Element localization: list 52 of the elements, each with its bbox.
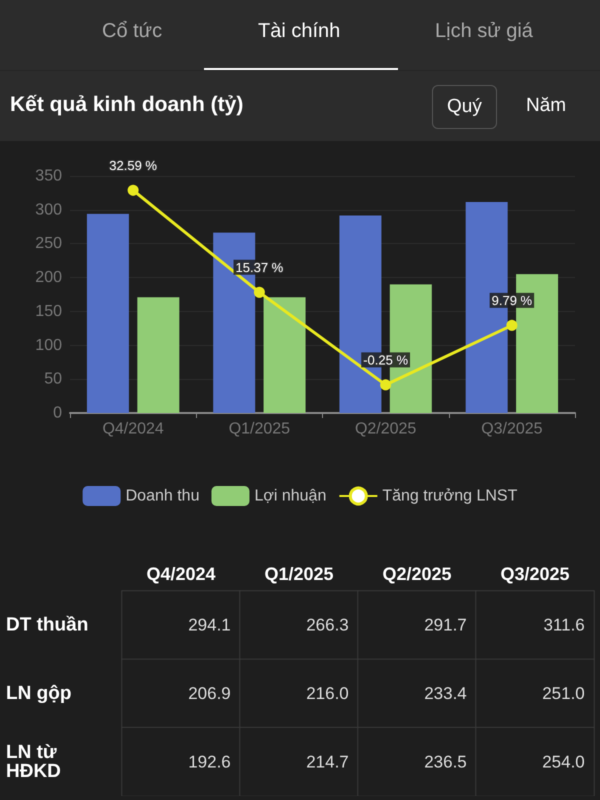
data-label: 214.7 [306, 752, 349, 772]
data-label: 216.0 [306, 684, 349, 703]
text: Lịch sử giá [435, 20, 533, 43]
data-label: 32.59 % [109, 158, 158, 173]
x-tick-label: Q1/2025 [264, 564, 334, 584]
data-label: 254.0 [542, 752, 585, 772]
y-tick-label: 50 [44, 370, 62, 388]
bar [137, 297, 180, 413]
data-label: 266.3 [306, 616, 349, 635]
x-tick-label: Q4/2024 [146, 564, 216, 584]
data-label: 291.7 [424, 616, 467, 635]
data-label: 192.6 [188, 752, 231, 772]
y-tick-label: 300 [35, 201, 62, 218]
y-tick-label: 250 [35, 235, 62, 252]
y-tick-label: 200 [35, 269, 62, 286]
y-tick-label: 150 [35, 302, 62, 320]
y-tick-label: 100 [35, 336, 62, 354]
x-tick-label: Q1/2025 [228, 420, 290, 438]
legend-label: Lợi nhuận [254, 488, 326, 504]
bar [264, 297, 306, 413]
text: Tài chính [258, 20, 340, 43]
data-label: 251.0 [542, 684, 585, 703]
y-tick-label: LN từ HĐKD [6, 742, 62, 782]
text: Năm [525, 94, 568, 118]
bar [86, 214, 129, 413]
y-tick-label: LN gộp [6, 683, 72, 704]
x-tick-label: Q2/2025 [382, 564, 452, 584]
data-label: 206.9 [188, 684, 231, 703]
x-tick-label: Q4/2024 [102, 420, 164, 438]
y-tick-label: DT thuần [6, 614, 88, 636]
x-tick-label: Q3/2025 [500, 564, 570, 584]
data-label: 15.37 % [236, 260, 284, 275]
data-label: 9.79 % [492, 292, 533, 308]
point [254, 286, 265, 298]
x-tick-label: Q2/2025 [354, 420, 416, 438]
data-label: 236.5 [424, 752, 467, 772]
legend-label: Doanh thu [126, 488, 200, 504]
y-tick-label: 350 [35, 168, 62, 184]
data-label: 233.4 [424, 684, 467, 703]
point [380, 379, 392, 390]
point [128, 184, 139, 196]
data-label: 294.1 [188, 616, 231, 635]
text: Quý [432, 85, 497, 129]
data-label: -0.25 % [363, 352, 408, 368]
x-tick-label: Q3/2025 [481, 420, 543, 438]
text: Cổ tức [102, 20, 162, 43]
legend-label: Tăng trưởng LNST [382, 488, 518, 504]
data-label: 311.6 [543, 616, 585, 635]
y-tick-label: 0 [53, 404, 62, 422]
point [506, 320, 518, 331]
bar [516, 274, 558, 413]
chart-title: Kết quả kinh doanh (tỷ) [10, 93, 244, 117]
